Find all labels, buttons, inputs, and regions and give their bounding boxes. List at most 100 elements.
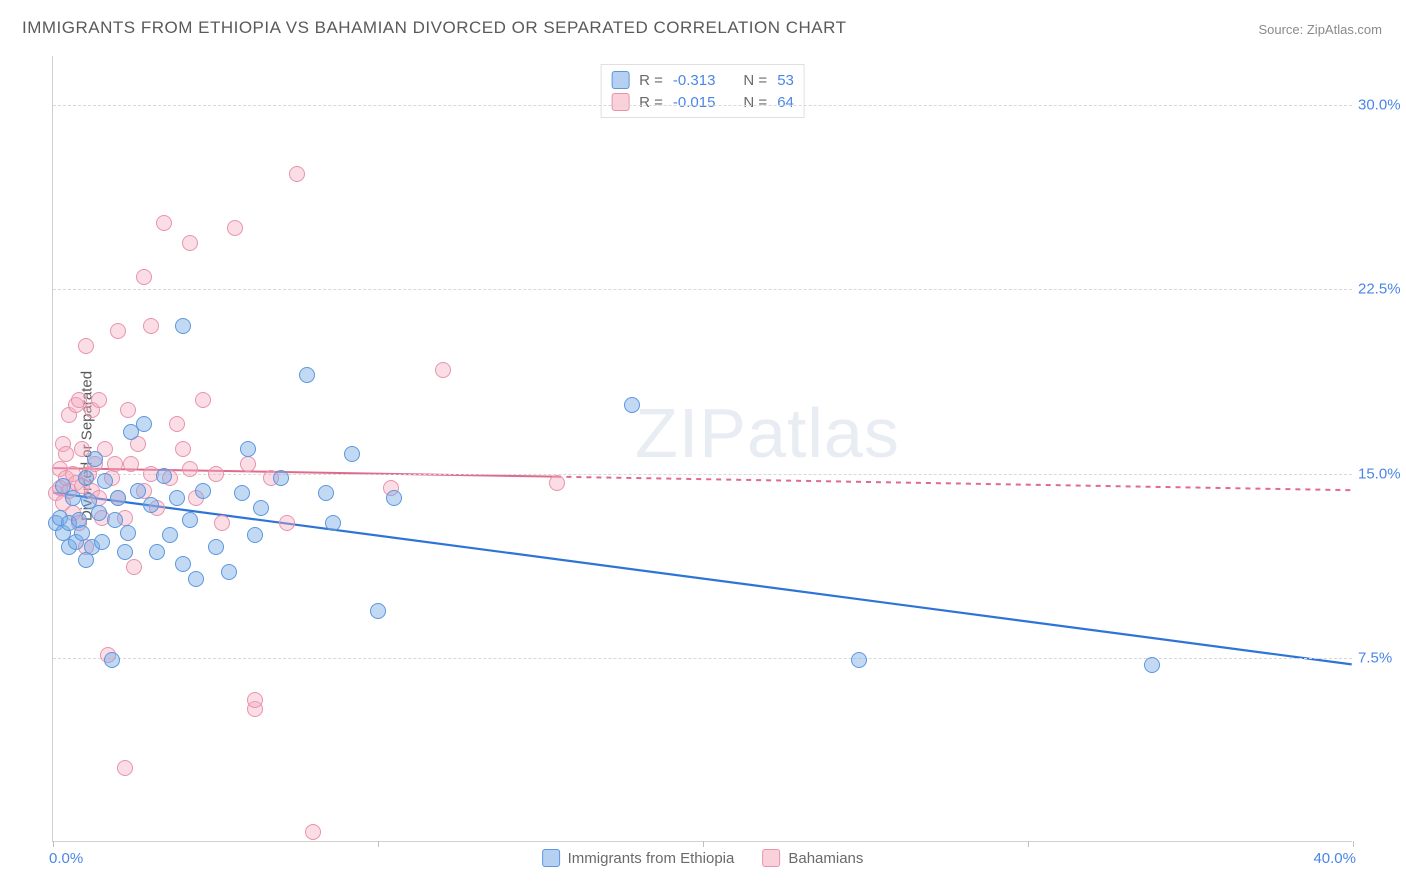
scatter-point-blue	[87, 451, 103, 467]
scatter-point-blue	[1144, 657, 1160, 673]
n-value-blue: 53	[777, 72, 794, 89]
scatter-point-blue	[65, 490, 81, 506]
scatter-point-blue	[325, 515, 341, 531]
scatter-point-pink	[289, 166, 305, 182]
scatter-point-blue	[97, 473, 113, 489]
scatter-point-pink	[91, 392, 107, 408]
scatter-point-blue	[247, 527, 263, 543]
x-tick	[1028, 841, 1029, 847]
gridline-h	[53, 289, 1352, 290]
scatter-point-blue	[253, 500, 269, 516]
scatter-point-blue	[175, 556, 191, 572]
scatter-point-pink	[58, 446, 74, 462]
series-legend: Immigrants from Ethiopia Bahamians	[542, 849, 864, 867]
scatter-point-blue	[78, 470, 94, 486]
r-label-blue: R =	[639, 72, 663, 89]
scatter-point-blue	[107, 512, 123, 528]
scatter-point-pink	[123, 456, 139, 472]
scatter-point-blue	[234, 485, 250, 501]
scatter-point-blue	[175, 318, 191, 334]
swatch-pink-icon	[762, 849, 780, 867]
scatter-point-blue	[104, 652, 120, 668]
n-label-pink: N =	[743, 94, 767, 111]
legend-item-pink: Bahamians	[762, 849, 863, 867]
x-tick	[703, 841, 704, 847]
trend-line-pink-dashed	[556, 477, 1351, 491]
scatter-point-blue	[188, 571, 204, 587]
scatter-point-blue	[136, 416, 152, 432]
correlation-row-blue: R = -0.313 N = 53	[611, 69, 794, 91]
scatter-point-blue	[110, 490, 126, 506]
swatch-blue-icon	[611, 71, 629, 89]
gridline-h	[53, 474, 1352, 475]
legend-label-pink: Bahamians	[788, 850, 863, 867]
gridline-h	[53, 105, 1352, 106]
scatter-point-pink	[214, 515, 230, 531]
scatter-point-blue	[130, 483, 146, 499]
scatter-point-blue	[208, 539, 224, 555]
scatter-point-pink	[169, 416, 185, 432]
y-tick-label: 7.5%	[1358, 649, 1392, 666]
correlation-row-pink: R = -0.015 N = 64	[611, 91, 794, 113]
scatter-point-pink	[305, 824, 321, 840]
scatter-point-pink	[182, 461, 198, 477]
source-name: ZipAtlas.com	[1307, 22, 1382, 37]
y-tick-label: 30.0%	[1358, 97, 1401, 114]
scatter-point-pink	[78, 338, 94, 354]
scatter-point-pink	[175, 441, 191, 457]
trend-line-blue	[53, 493, 1351, 665]
scatter-point-pink	[136, 269, 152, 285]
x-tick	[1353, 841, 1354, 847]
scatter-point-blue	[195, 483, 211, 499]
scatter-point-blue	[120, 525, 136, 541]
scatter-point-blue	[221, 564, 237, 580]
scatter-point-pink	[156, 215, 172, 231]
n-label-blue: N =	[743, 72, 767, 89]
x-tick	[378, 841, 379, 847]
scatter-point-blue	[273, 470, 289, 486]
scatter-point-blue	[169, 490, 185, 506]
scatter-point-blue	[91, 505, 107, 521]
y-tick-label: 22.5%	[1358, 281, 1401, 298]
scatter-point-blue	[74, 525, 90, 541]
scatter-point-pink	[143, 318, 159, 334]
correlation-legend: R = -0.313 N = 53 R = -0.015 N = 64	[600, 64, 805, 118]
scatter-point-blue	[370, 603, 386, 619]
scatter-point-pink	[279, 515, 295, 531]
scatter-point-blue	[386, 490, 402, 506]
source-attribution: Source: ZipAtlas.com	[1258, 22, 1382, 37]
scatter-point-pink	[182, 235, 198, 251]
scatter-point-blue	[344, 446, 360, 462]
scatter-point-blue	[143, 497, 159, 513]
scatter-point-blue	[240, 441, 256, 457]
y-tick-label: 15.0%	[1358, 465, 1401, 482]
scatter-point-pink	[549, 475, 565, 491]
legend-label-blue: Immigrants from Ethiopia	[568, 850, 735, 867]
n-value-pink: 64	[777, 94, 794, 111]
chart-plot-area: ZIPatlas R = -0.313 N = 53 R = -0.015 N …	[52, 56, 1352, 842]
scatter-point-pink	[110, 323, 126, 339]
scatter-point-pink	[117, 760, 133, 776]
x-tick	[53, 841, 54, 847]
r-value-pink: -0.015	[673, 94, 716, 111]
scatter-point-blue	[182, 512, 198, 528]
scatter-point-blue	[117, 544, 133, 560]
scatter-point-pink	[126, 559, 142, 575]
scatter-point-blue	[624, 397, 640, 413]
x-axis-origin-label: 0.0%	[49, 850, 83, 867]
scatter-point-blue	[156, 468, 172, 484]
x-axis-max-label: 40.0%	[1313, 850, 1356, 867]
swatch-pink-icon	[611, 93, 629, 111]
scatter-point-blue	[162, 527, 178, 543]
r-value-blue: -0.313	[673, 72, 716, 89]
scatter-point-blue	[94, 534, 110, 550]
source-prefix: Source:	[1258, 22, 1306, 37]
legend-item-blue: Immigrants from Ethiopia	[542, 849, 735, 867]
scatter-point-pink	[208, 466, 224, 482]
scatter-point-blue	[299, 367, 315, 383]
scatter-point-blue	[318, 485, 334, 501]
chart-title: IMMIGRANTS FROM ETHIOPIA VS BAHAMIAN DIV…	[22, 18, 847, 38]
scatter-point-blue	[851, 652, 867, 668]
scatter-point-pink	[435, 362, 451, 378]
swatch-blue-icon	[542, 849, 560, 867]
